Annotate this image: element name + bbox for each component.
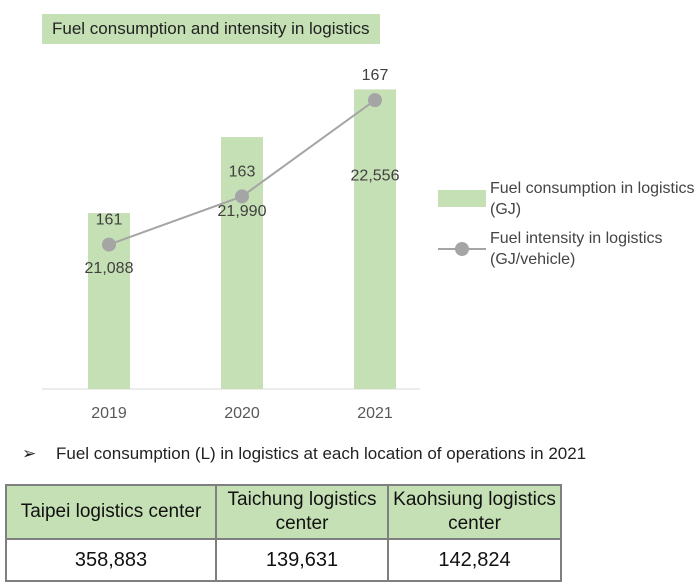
bar-value-label-2019: 21,088	[85, 260, 134, 277]
x-tick-label-2021: 2021	[357, 405, 393, 422]
arrow-bullet-icon: ➢	[22, 444, 37, 463]
line-layer	[102, 93, 382, 252]
intensity-value-label-2021: 167	[362, 67, 389, 84]
bar-2020	[221, 137, 263, 389]
intensity-point-2020	[235, 189, 249, 204]
table-header-row: Taipei logistics center Taichung logisti…	[5, 484, 562, 540]
legend-line-label: Fuel intensity in logistics (GJ/vehicle)	[490, 230, 663, 268]
bar-value-label-2021: 22,556	[351, 167, 400, 184]
intensity-value-label-2020: 163	[229, 163, 256, 180]
bars-layer	[88, 89, 396, 390]
bar-2021	[354, 89, 396, 390]
legend-item-fuel-consumption: Fuel consumption in logistics (GJ)	[438, 178, 696, 220]
legend-item-fuel-intensity: Fuel intensity in logistics (GJ/vehicle)	[438, 228, 696, 270]
location-note-text: Fuel consumption (L) in logistics at eac…	[56, 444, 587, 463]
table-cell-taichung: 139,631	[215, 538, 389, 582]
chart-svg: 21,088 2019 21,990 2020 22,556 2021 161 163 167	[42, 67, 420, 422]
intensity-point-2019	[102, 237, 116, 252]
table-cell-kaohsiung: 142,824	[387, 538, 562, 582]
intensity-point-2021	[368, 93, 382, 108]
location-table: Taipei logistics center Taichung logisti…	[5, 484, 562, 582]
chart-legend: Fuel consumption in logistics (GJ) Fuel …	[438, 178, 696, 270]
bar-value-label-2020: 21,990	[218, 203, 267, 220]
table-header-kaohsiung: Kaohsiung logistics center	[387, 484, 562, 540]
intensity-value-label-2019: 161	[96, 212, 123, 229]
labels-layer: 21,088 2019 21,990 2020 22,556 2021 161 163 167	[85, 67, 400, 422]
table-row: 358,883 139,631 142,824	[5, 538, 562, 582]
table-header-taichung: Taichung logistics center	[215, 484, 389, 540]
x-tick-label-2019: 2019	[91, 405, 127, 422]
table-header-taipei: Taipei logistics center	[5, 484, 217, 540]
table-cell-taipei: 358,883	[5, 538, 217, 582]
chart-title: Fuel consumption and intensity in logist…	[42, 14, 380, 44]
legend-bar-label: Fuel consumption in logistics (GJ)	[490, 180, 695, 218]
legend-bar-swatch	[438, 190, 486, 207]
legend-marker-swatch	[455, 242, 469, 256]
x-tick-label-2020: 2020	[224, 405, 260, 422]
location-note: ➢ Fuel consumption (L) in logistics at ea…	[22, 444, 586, 464]
